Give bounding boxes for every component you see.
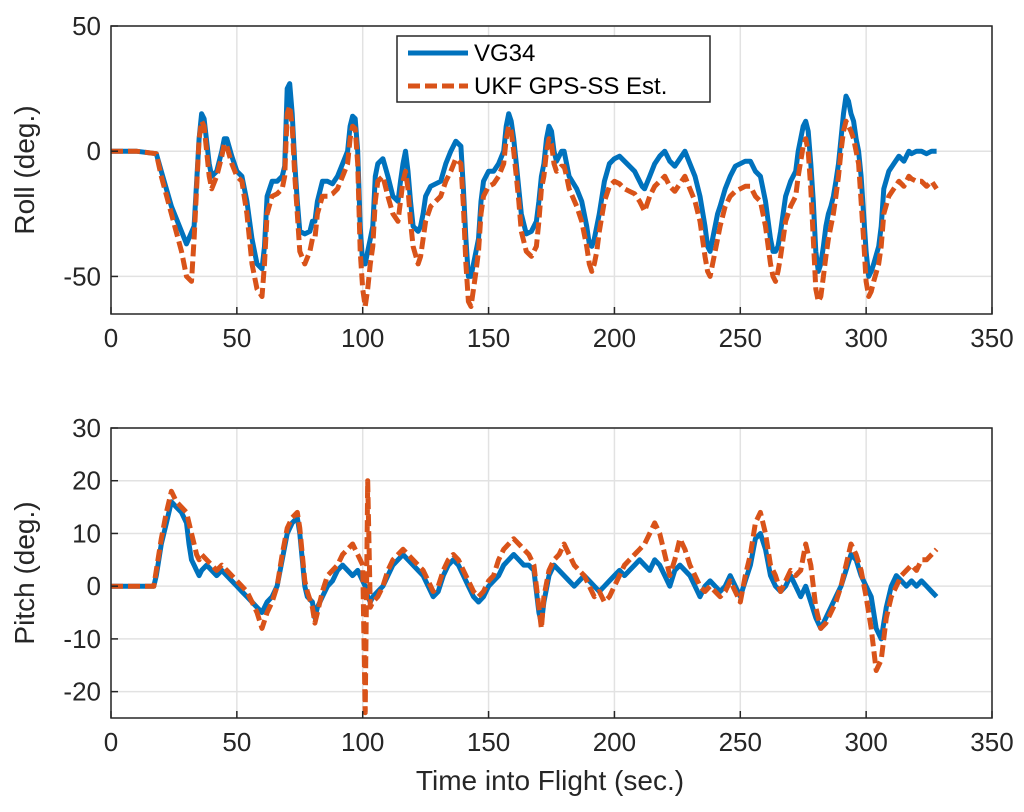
roll-y-axis-label: Roll (deg.) [9, 105, 40, 234]
pitch-x-tick-label: 50 [222, 727, 251, 757]
roll-y-tick-label: 0 [87, 136, 101, 166]
roll-y-tick-label: 50 [72, 11, 101, 41]
pitch-axes-frame [110, 427, 993, 719]
roll-series-ukf-gps-ss-est-line [111, 103, 939, 309]
pitch-series-ukf-gps-ss-est-line [111, 478, 939, 716]
x-axis-label: Time into Flight (sec.) [416, 765, 684, 796]
roll-x-tick-label: 150 [467, 323, 510, 353]
roll-x-tick-label: 50 [222, 323, 251, 353]
roll-x-ticks: 0 50 100 150 200 250 300 350 [104, 307, 1014, 353]
pitch-y-tick-label: 30 [72, 413, 101, 443]
pitch-x-tick-label: 350 [970, 727, 1013, 757]
pitch-y-tick-label: -20 [63, 677, 101, 707]
roll-x-tick-label: 0 [104, 323, 118, 353]
pitch-y-axis-label: Pitch (deg.) [9, 501, 40, 644]
roll-x-tick-label: 200 [593, 323, 636, 353]
legend-box [396, 35, 711, 103]
pitch-x-ticks: 0 50 100 150 200 250 300 350 [104, 711, 1014, 757]
pitch-y-tick-label: 20 [72, 466, 101, 496]
pitch-x-tick-label: 0 [104, 727, 118, 757]
legend: VG34 UKF GPS-SS Est. [396, 35, 711, 103]
pitch-y-ticks: -20 -10 0 10 20 30 [63, 413, 118, 707]
pitch-x-tick-label: 100 [341, 727, 384, 757]
pitch-subplot: 0 50 100 150 200 250 300 350 -20 -10 0 10 20 30 Pitc… [9, 413, 1014, 757]
roll-x-tick-label: 300 [844, 323, 887, 353]
legend-label-vg34: VG34 [474, 40, 535, 67]
roll-y-ticks: -50 0 50 [63, 11, 118, 291]
pitch-y-tick-label: -10 [63, 624, 101, 654]
pitch-x-tick-label: 150 [467, 727, 510, 757]
pitch-x-tick-label: 250 [719, 727, 762, 757]
roll-series-vg34-line [111, 81, 937, 279]
roll-x-tick-label: 350 [970, 323, 1013, 353]
roll-axes-frame [110, 25, 993, 315]
pitch-series-vg34-line [111, 499, 939, 642]
roll-y-tick-label: -50 [63, 261, 101, 291]
roll-x-tick-label: 250 [719, 323, 762, 353]
roll-x-tick-label: 100 [341, 323, 384, 353]
roll-series [111, 81, 939, 309]
pitch-y-tick-label: 0 [87, 571, 101, 601]
pitch-y-tick-label: 10 [72, 518, 101, 548]
pitch-x-tick-label: 200 [593, 727, 636, 757]
pitch-series [111, 478, 939, 716]
pitch-x-tick-label: 300 [844, 727, 887, 757]
legend-label-ukf: UKF GPS-SS Est. [474, 73, 667, 100]
